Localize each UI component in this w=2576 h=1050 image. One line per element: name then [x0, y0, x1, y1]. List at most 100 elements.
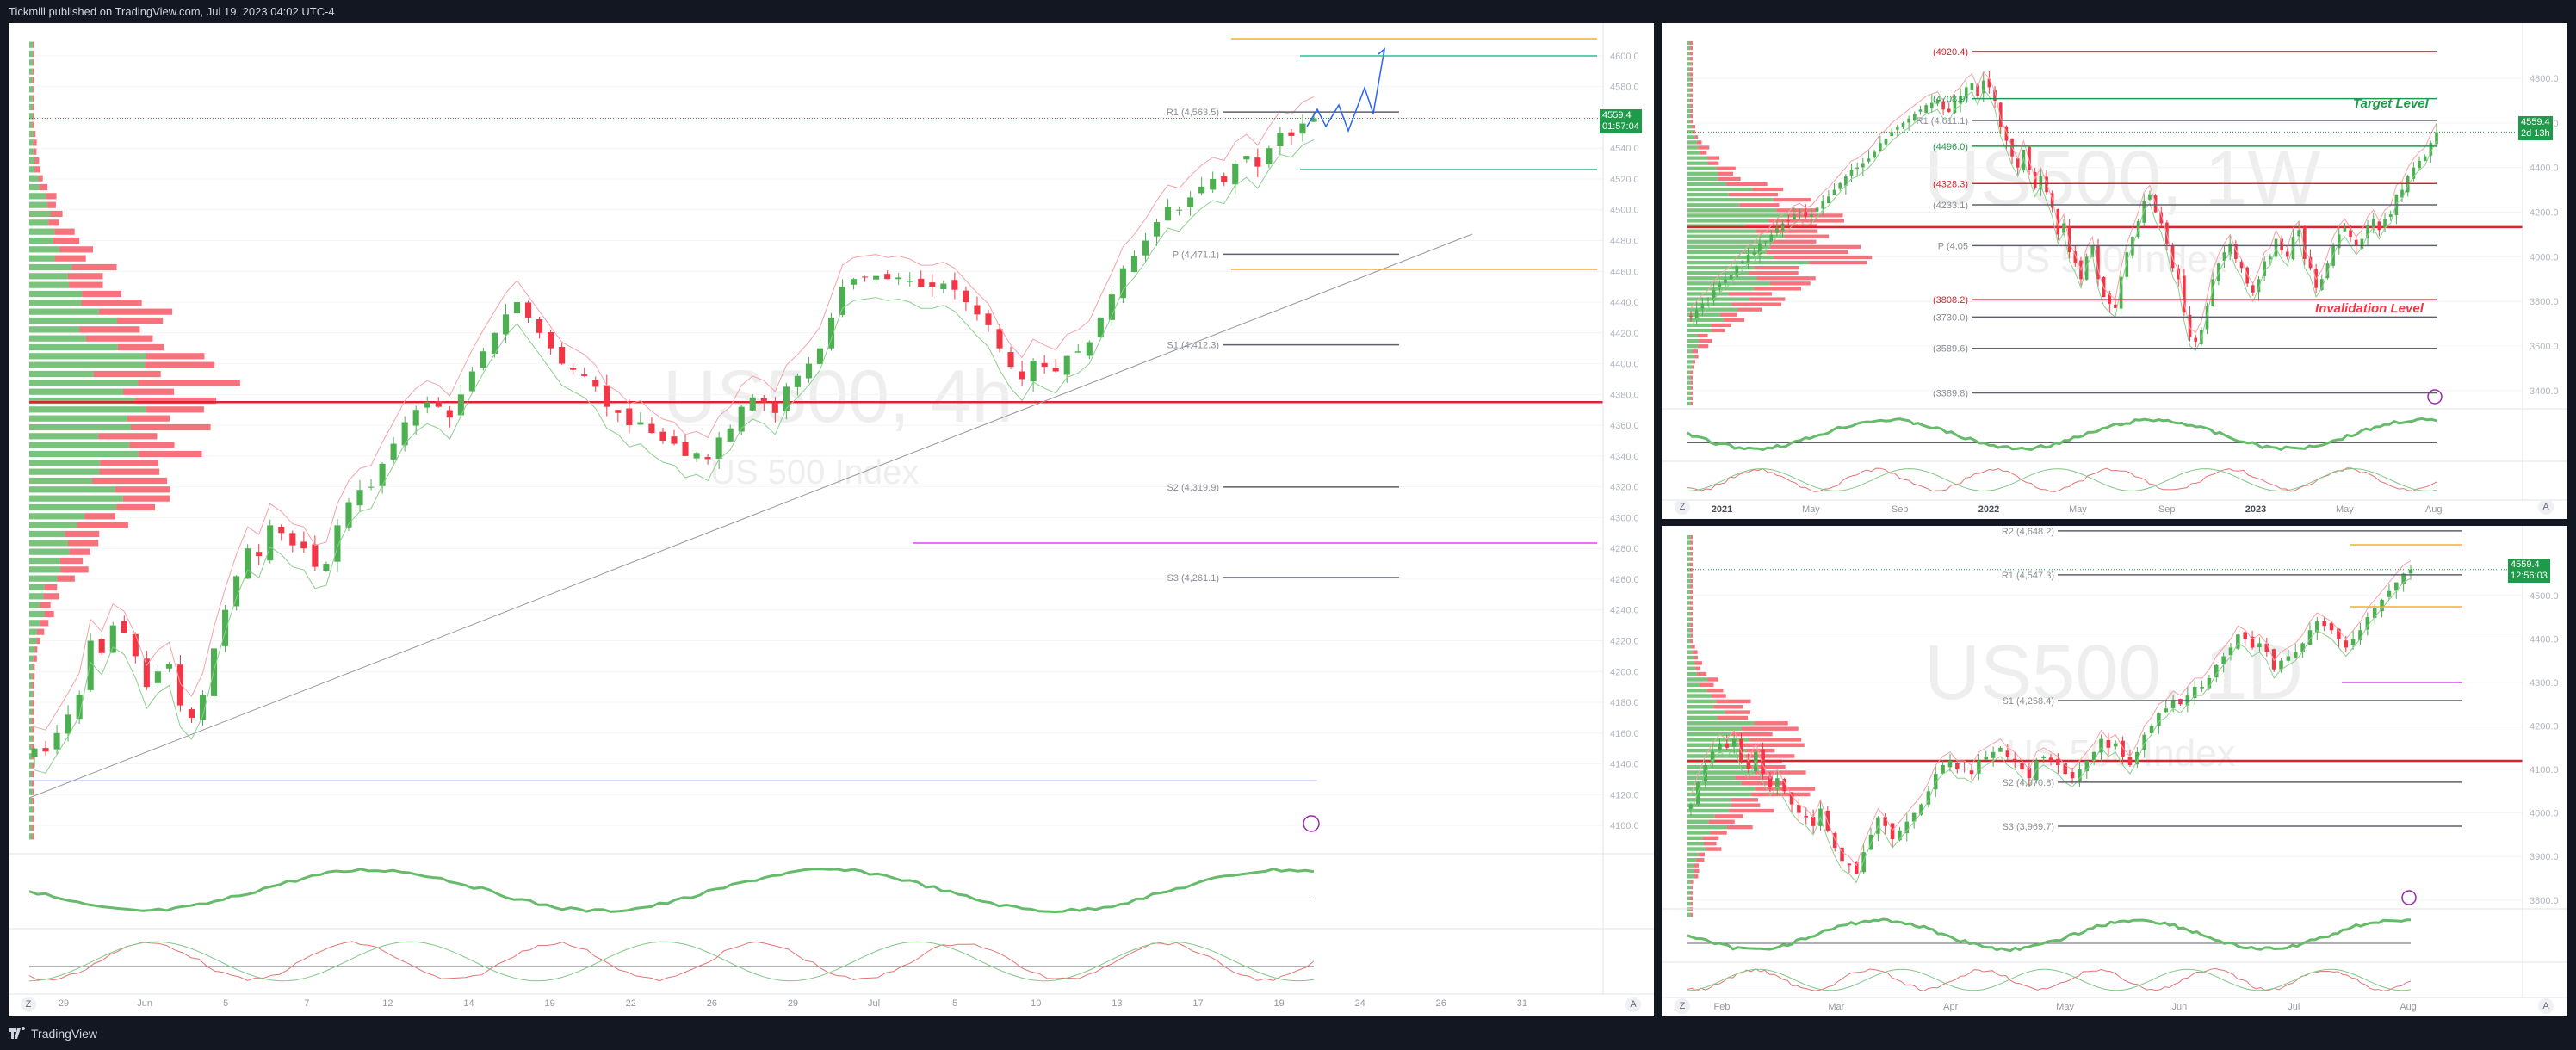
candle-body: [1898, 830, 1902, 841]
candle-body: [2383, 219, 2387, 228]
candle-body: [1947, 760, 1953, 768]
pivot-level-label: (4328.3): [1933, 179, 1968, 189]
time-axis-tick: Aug: [2425, 504, 2443, 515]
auto-scale-button[interactable]: A: [1625, 997, 1641, 1012]
volume-profile-bar: [1687, 852, 1699, 857]
auto-scale-button[interactable]: A: [2538, 499, 2554, 515]
candle-body: [2056, 208, 2060, 235]
volume-profile-bar: [47, 201, 56, 208]
candle-body: [300, 541, 307, 549]
chart-panel-1d[interactable]: US500, 1D US 500 Index 4500.0 4400.0 4300.…: [1662, 526, 2567, 1016]
volume-profile-bar: [29, 210, 51, 218]
chart-canvas-4h[interactable]: 4600.04580.04560.04540.04520.04500.04480…: [9, 23, 1654, 1016]
indicator-line-lower: [1690, 89, 2437, 351]
volume-profile-bar: [32, 726, 34, 733]
volume-profile-bar: [1687, 590, 1690, 594]
volume-profile-bar: [1711, 328, 1725, 333]
candle-body: [524, 302, 532, 318]
volume-profile-bar: [29, 593, 44, 600]
volume-profile-bar: [29, 433, 99, 440]
chart-canvas-1d[interactable]: 4500.0 4400.0 4300.0 4200.0 4100.0 4000.0 3900…: [1662, 526, 2567, 1016]
volume-profile-bar: [29, 682, 33, 689]
volume-profile-bar: [29, 361, 146, 368]
last-price: 4559.4: [1602, 110, 1632, 120]
candle-body: [2020, 762, 2024, 770]
candle-body: [132, 633, 139, 657]
volume-profile-bar: [1754, 287, 1801, 291]
candle-body: [2127, 757, 2133, 766]
volume-profile-bar: [1687, 792, 1752, 797]
volume-profile-bar: [1788, 213, 1843, 218]
volume-profile-bar: [1687, 145, 1699, 150]
zoom-button[interactable]: Z: [21, 997, 36, 1012]
time-axis-tick: 17: [1192, 998, 1203, 1009]
candle-body: [2091, 751, 2096, 761]
price-axis-tick: 4280.0: [1610, 544, 1639, 554]
auto-scale-button[interactable]: A: [2538, 998, 2554, 1014]
price-axis-tick: 4220.0: [1610, 637, 1639, 647]
volume-profile-bar: [1687, 292, 1729, 296]
trendline: [28, 233, 1473, 799]
chart-panel-1w[interactable]: US500, 1W US 500 Index 4800.04600.04400.…: [1662, 23, 2567, 519]
zoom-button[interactable]: Z: [1675, 499, 1690, 515]
chart-panel-4h[interactable]: US500, 4h US 500 Index 4600.04580.04560.…: [9, 23, 1654, 1016]
candle-body: [2125, 252, 2129, 277]
volume-profile-bar: [1690, 534, 1693, 540]
volume-profile-bar: [29, 201, 48, 208]
candle-body: [2322, 621, 2326, 627]
price-axis-tick: 4340.0: [1610, 452, 1639, 462]
bar-countdown: 2d 13h: [2521, 128, 2550, 139]
zoom-button[interactable]: Z: [1675, 998, 1690, 1014]
candle-body: [827, 317, 835, 349]
candle-body: [256, 552, 263, 557]
volume-profile-bar: [1689, 40, 1693, 46]
volume-profile-bar: [29, 121, 33, 128]
candle-body: [2016, 158, 2020, 168]
price-axis-tick: 4420.0: [1610, 329, 1639, 339]
volume-profile-bar: [1687, 534, 1691, 540]
volume-profile-bar: [1690, 595, 1693, 600]
volume-profile-bar: [1690, 622, 1693, 627]
volume-profile-bar: [1690, 93, 1693, 97]
chart-canvas-1w[interactable]: 4800.04600.04400.04200.04000.03800.03600…: [1662, 23, 2567, 519]
candle-body: [851, 279, 858, 285]
volume-profile-bar: [1690, 546, 1693, 551]
candle-body: [1947, 108, 1951, 112]
volume-profile-bar: [1718, 171, 1734, 176]
candle-body: [1254, 158, 1261, 167]
candle-body: [918, 278, 925, 287]
candle-body: [2325, 263, 2330, 279]
volume-profile-bar: [29, 620, 40, 627]
candle-body: [312, 544, 319, 567]
pivot-level-label: (4920.4): [1933, 47, 1968, 58]
volume-profile-bar: [29, 273, 68, 280]
volume-profile-bar: [1687, 213, 1789, 218]
volume-profile-bar: [1687, 323, 1712, 328]
candle-body: [715, 437, 722, 460]
time-axis-tick: 5: [223, 998, 228, 1009]
candle-body: [884, 274, 891, 280]
volume-profile-bar: [36, 637, 40, 645]
volume-profile-bar: [1690, 83, 1693, 87]
volume-profile-bar: [29, 175, 39, 182]
volume-profile-bar: [29, 815, 33, 822]
candle-body: [1700, 303, 1705, 309]
volume-profile-bar: [32, 824, 34, 831]
candle-body: [1052, 368, 1059, 372]
volume-profile-bar: [1690, 578, 1693, 584]
candle-body: [1959, 96, 1962, 104]
volume-profile-bar: [77, 522, 128, 528]
time-axis-tick: 19: [545, 998, 555, 1009]
volume-profile-bar: [1687, 312, 1720, 317]
price-axis-tick: 3800.0: [2530, 896, 2559, 906]
volume-profile-bar: [1687, 568, 1690, 572]
candle-body: [1821, 201, 1825, 209]
candle-body: [2070, 772, 2075, 779]
candle-body: [2027, 768, 2032, 779]
candle-body: [1299, 123, 1306, 134]
candle-body: [345, 502, 352, 528]
volume-profile-bar: [33, 50, 34, 58]
price-axis-tick: 4320.0: [1610, 483, 1639, 493]
oscillator-line: [1687, 467, 2437, 492]
projection-path: [1306, 48, 1385, 133]
